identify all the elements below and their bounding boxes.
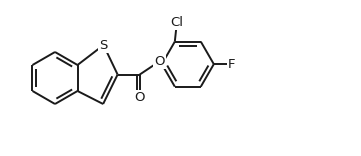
Text: O: O	[134, 91, 145, 104]
Text: O: O	[154, 55, 165, 68]
Text: S: S	[99, 39, 108, 52]
Text: Cl: Cl	[170, 16, 183, 29]
Text: F: F	[228, 58, 235, 71]
